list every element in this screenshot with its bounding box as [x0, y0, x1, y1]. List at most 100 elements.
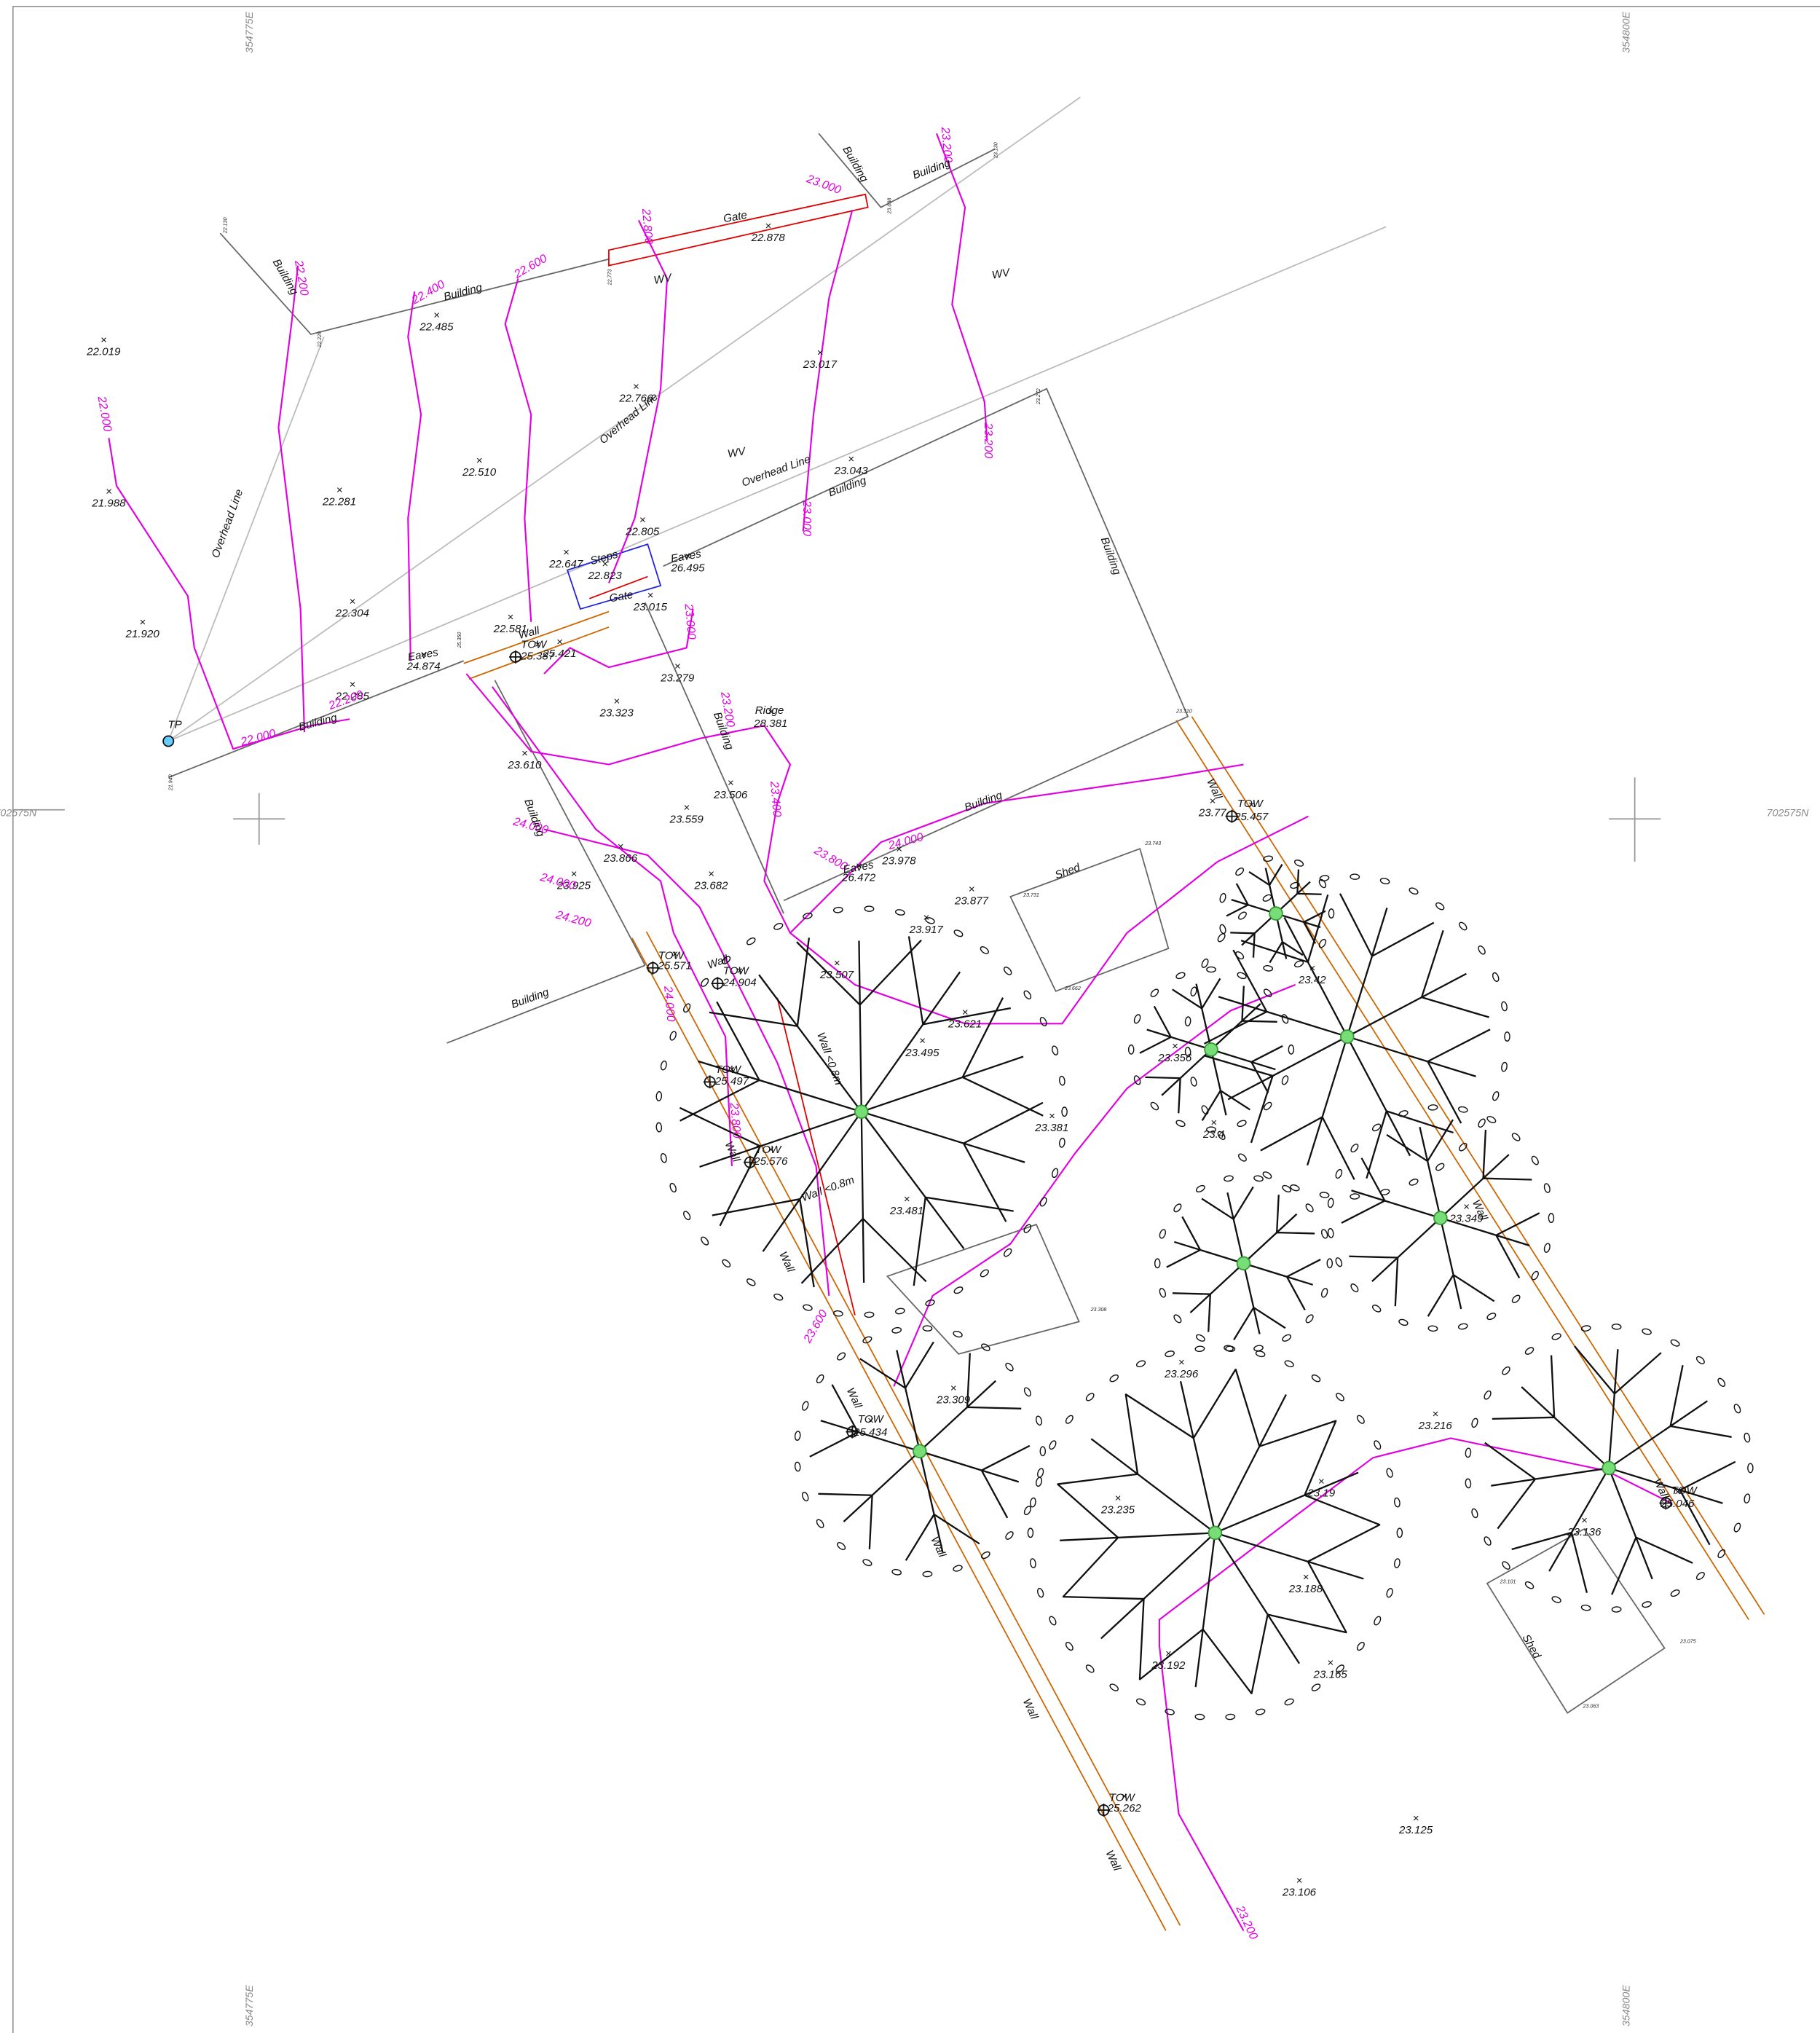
tree-leaf	[1030, 1558, 1036, 1568]
tree-leaf	[1717, 1549, 1726, 1559]
tree-leaf	[1483, 1535, 1492, 1546]
spot-marker: ×	[1432, 1408, 1438, 1420]
tree-leaf	[1398, 1318, 1409, 1326]
tree-leaf	[773, 1293, 784, 1302]
tree-leaf	[1501, 1002, 1508, 1012]
spot-marker: ×	[834, 957, 840, 970]
spot-marker: ×	[106, 486, 112, 498]
spot-height: 24.904	[722, 977, 756, 989]
tree-leaf	[1253, 1345, 1263, 1351]
tree-leaf	[953, 1330, 963, 1338]
spot-height: 23.356	[1157, 1052, 1192, 1064]
tree-leaf	[795, 1462, 801, 1471]
tree-leaf	[1320, 1192, 1329, 1198]
spot-marker: ×	[563, 546, 570, 559]
grid-label: 702575N	[1767, 808, 1809, 819]
tree-leaf	[1477, 945, 1486, 955]
spot-height: 23.978	[881, 854, 916, 867]
annotation: Building	[510, 986, 551, 1011]
tree-leaf	[1612, 1324, 1621, 1329]
tree-leaf	[1505, 1032, 1510, 1041]
tree-leaf	[1135, 1359, 1146, 1368]
tree-leaf	[895, 1308, 905, 1314]
spot-height: 23.015	[633, 601, 668, 613]
spot-height: 23.506	[713, 789, 748, 801]
tree-leaf	[1748, 1463, 1753, 1472]
spot-marker: ×	[1327, 1657, 1334, 1670]
small-label: 23.075	[1679, 1639, 1696, 1645]
contour-label: 23.200	[1233, 1903, 1260, 1942]
contour-label: 23.400	[768, 780, 783, 817]
spot-marker: ×	[1318, 1476, 1325, 1488]
small-label: 25.350	[457, 632, 462, 649]
tree-leaf	[816, 1374, 825, 1384]
tree-leaf	[1085, 1664, 1095, 1674]
annotation: Overhead Line	[209, 487, 245, 559]
tree-leaf	[1320, 875, 1329, 881]
tree-trunk	[1269, 907, 1283, 920]
tree-leaf	[1159, 1229, 1167, 1239]
small-label: 23.308	[1090, 1307, 1107, 1313]
spot-marker: ×	[521, 747, 528, 760]
tree-leaf	[1435, 902, 1445, 911]
annotation: Wall <0.8m	[800, 1173, 856, 1204]
tree-leaf	[1371, 1304, 1382, 1313]
spot-height: 23.481	[889, 1205, 923, 1217]
tree-leaf	[1195, 1346, 1205, 1352]
tree-leaf	[1543, 1183, 1551, 1193]
spot-marker: ×	[1413, 1812, 1419, 1825]
tree-leaf	[1030, 1498, 1036, 1507]
spot-height: 22.647	[548, 558, 583, 570]
tree-leaf	[1356, 1415, 1366, 1425]
spot-marker: ×	[336, 484, 343, 497]
spot-marker: ×	[139, 616, 146, 629]
tree-leaf	[1256, 1708, 1266, 1715]
tree-leaf	[1190, 1077, 1197, 1087]
tree-leaf	[1048, 1616, 1057, 1626]
contour-label: 22.400	[409, 278, 447, 307]
spot-marker: ×	[962, 1007, 969, 1019]
spot-marker: ×	[613, 696, 620, 708]
spot-marker: ×	[633, 380, 639, 393]
spot-marker: ×	[816, 347, 823, 359]
spot-marker: ×	[1165, 1648, 1172, 1660]
tree-leaf	[1318, 938, 1328, 948]
tree-leaf	[1486, 1115, 1497, 1124]
tree-leaf	[1328, 1228, 1334, 1238]
tree-leaf	[746, 1278, 756, 1287]
tree-leaf	[656, 1091, 662, 1101]
spot-height: 25.457	[1234, 811, 1269, 823]
spot-height: 21.920	[125, 628, 160, 640]
contour-label: 23.000	[804, 173, 843, 197]
tree-trunk	[855, 1105, 868, 1118]
spot-marker: ×	[647, 589, 653, 602]
tree-leaf	[1173, 1203, 1182, 1213]
tree-leaf	[1224, 1345, 1233, 1351]
spot-marker: ×	[1581, 1514, 1588, 1527]
spot-marker: ×	[919, 1035, 926, 1047]
tp-marker	[163, 736, 173, 746]
spot-height: 23.682	[693, 879, 728, 892]
spot-marker: ×	[1302, 1571, 1309, 1584]
tree-leaf	[1327, 1259, 1332, 1267]
tree-leaf	[1733, 1522, 1742, 1533]
spot-marker: ×	[923, 912, 929, 924]
tree-leaf	[746, 937, 756, 946]
spot-height: 22.304	[335, 607, 369, 620]
tree-leaf	[1471, 1417, 1479, 1428]
contour-label: 23.000	[800, 500, 813, 536]
tree-leaf	[1717, 1377, 1726, 1388]
tree-leaf	[1263, 965, 1272, 972]
tree-leaf	[1695, 1356, 1706, 1365]
small-label: 23.130	[993, 142, 999, 159]
small-label: 22.130	[222, 217, 228, 234]
tree-leaf	[1023, 990, 1032, 1000]
annotation: Building	[442, 281, 484, 303]
spot-marker: ×	[848, 453, 854, 465]
grid-label: 354800E	[1621, 1985, 1633, 2026]
tree-leaf	[1335, 1392, 1345, 1402]
tree-leaf	[803, 1304, 813, 1311]
contour-label: 23.200	[982, 422, 994, 458]
tree-leaf	[1551, 1332, 1561, 1340]
spot-height: 23.235	[1100, 1504, 1135, 1517]
